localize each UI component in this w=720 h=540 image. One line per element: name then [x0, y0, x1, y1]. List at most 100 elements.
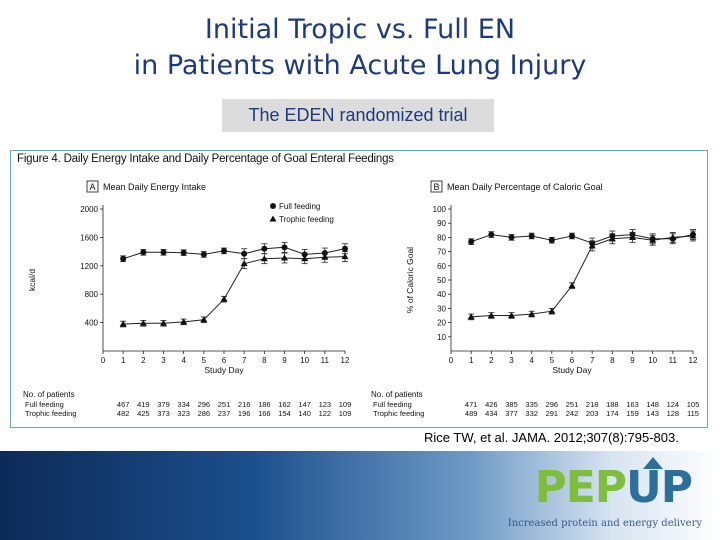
patient-count-trophic: 489	[465, 409, 478, 418]
x-tick-label: 1	[121, 356, 126, 365]
data-point	[508, 312, 515, 318]
patient-count-trophic: 166	[258, 409, 271, 418]
patient-count-full: 296	[546, 400, 559, 409]
x-tick-label: 12	[341, 356, 350, 365]
patient-count-trophic: 373	[157, 409, 170, 418]
y-tick-label: 90	[437, 219, 446, 228]
y-tick-label: 80	[437, 233, 446, 242]
x-tick-label: 5	[202, 356, 207, 365]
data-point	[200, 316, 208, 323]
x-tick-label: 0	[101, 356, 106, 365]
legend-marker	[269, 215, 277, 222]
legend-label: Full feeding	[279, 202, 320, 211]
patient-count-full: 163	[626, 400, 639, 409]
data-point	[569, 232, 575, 239]
slide-title: Initial Tropic vs. Full EN in Patients w…	[0, 12, 720, 84]
patient-count-full: 471	[465, 400, 478, 409]
data-point	[649, 236, 657, 243]
data-point	[508, 234, 515, 241]
y-tick-label: 70	[437, 248, 446, 257]
x-tick-label: 3	[161, 356, 166, 365]
patient-count-trophic: 196	[238, 409, 251, 418]
citation: Rice TW, et al. JAMA. 2012;307(8):795-80…	[424, 430, 679, 445]
patient-count-trophic: 128	[667, 409, 680, 418]
data-point	[260, 255, 268, 262]
data-point	[241, 250, 248, 257]
data-point	[528, 232, 535, 239]
patient-count-trophic: 143	[646, 409, 659, 418]
x-tick-label: 4	[529, 356, 534, 365]
y-tick-label: 20	[437, 319, 446, 328]
data-point	[221, 247, 227, 254]
footer-band	[0, 451, 720, 540]
patient-count-full: 124	[667, 400, 680, 409]
patients-label: No. of patients	[23, 390, 75, 399]
patient-count-full: 296	[198, 400, 211, 409]
x-tick-label: 6	[570, 356, 575, 365]
patient-count-trophic: 323	[177, 409, 190, 418]
data-point	[341, 253, 349, 260]
patient-count-full: 426	[485, 400, 498, 409]
y-tick-label: 50	[437, 276, 446, 285]
patient-count-trophic: 286	[198, 409, 211, 418]
y-tick-label: 60	[437, 262, 446, 271]
patient-count-trophic: 332	[525, 409, 538, 418]
slide-title-line2: in Patients with Acute Lung Injury	[133, 50, 587, 81]
logo-tagline: Increased protein and energy delivery	[507, 518, 702, 529]
patient-count-trophic: 203	[586, 409, 599, 418]
patient-count-full: 162	[278, 400, 291, 409]
patient-count-full: 218	[586, 400, 599, 409]
y-tick-label: 40	[437, 290, 446, 299]
x-tick-label: 2	[141, 356, 146, 365]
x-tick-label: 1	[469, 356, 474, 365]
data-point	[669, 233, 677, 240]
x-tick-label: 10	[300, 356, 309, 365]
x-axis-label: Study Day	[552, 365, 592, 375]
panel-letter-box	[430, 180, 443, 193]
patient-count-trophic: 115	[687, 409, 699, 418]
x-tick-label: 6	[222, 356, 227, 365]
y-tick-label: 400	[85, 319, 99, 328]
patient-count-full: 148	[646, 400, 659, 409]
y-tick-label: 30	[437, 304, 446, 313]
x-tick-label: 7	[242, 356, 247, 365]
panel-title: Mean Daily Percentage of Caloric Goal	[447, 182, 603, 192]
x-tick-label: 3	[509, 356, 514, 365]
data-point	[342, 245, 348, 252]
patient-count-trophic: 377	[505, 409, 518, 418]
patient-count-full: 251	[566, 400, 579, 409]
data-point	[240, 260, 248, 267]
patient-count-full: 216	[238, 400, 251, 409]
x-tick-label: 5	[550, 356, 555, 365]
data-point	[528, 310, 536, 317]
patient-count-full: 186	[258, 400, 271, 409]
data-point	[487, 312, 495, 318]
data-point	[261, 245, 268, 252]
x-tick-label: 11	[321, 356, 330, 365]
data-point	[468, 238, 475, 245]
data-point	[467, 313, 475, 320]
data-point	[588, 242, 596, 249]
y-tick-label: 800	[85, 290, 99, 299]
patient-count-full: 379	[157, 400, 170, 409]
patient-count-full: 109	[339, 400, 352, 409]
data-point	[548, 237, 555, 244]
data-point	[160, 249, 167, 256]
patient-count-trophic: 140	[298, 409, 311, 418]
patients-group-trophic: Trophic feeding	[25, 409, 76, 418]
patient-count-full: 123	[319, 400, 332, 409]
patient-count-trophic: 425	[137, 409, 150, 418]
patient-count-trophic: 482	[117, 409, 130, 418]
x-tick-label: 2	[489, 356, 494, 365]
patients-group-full: Full feeding	[373, 400, 412, 409]
panel-title: Mean Daily Energy Intake	[103, 182, 206, 192]
data-point	[180, 318, 188, 325]
panel-letter-box	[86, 180, 99, 193]
x-tick-label: 12	[689, 356, 698, 365]
patient-count-full: 251	[218, 400, 231, 409]
patient-count-trophic: 291	[546, 409, 559, 418]
series-line	[471, 235, 694, 318]
x-tick-label: 4	[181, 356, 186, 365]
data-point	[629, 233, 636, 240]
data-point	[220, 295, 228, 302]
